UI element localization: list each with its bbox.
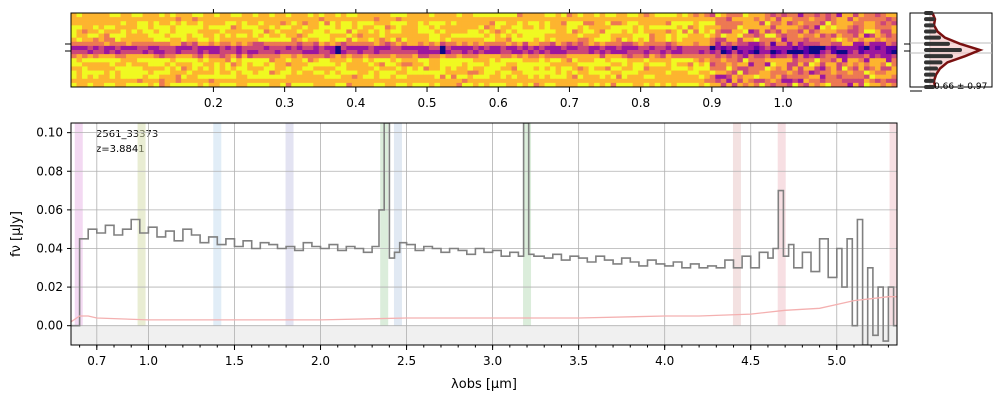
emission-line-band [732, 123, 741, 345]
zero-region [71, 325, 897, 345]
y-tick-label: 0.00 [36, 319, 63, 333]
x-axis-label: λobs [μm] [451, 377, 517, 392]
legend-redshift: z=3.8841 [96, 144, 145, 155]
emission-line-band [393, 123, 402, 345]
plot-area [71, 123, 897, 345]
x-tick-label: 3.5 [569, 354, 588, 368]
emission-line-band [285, 123, 294, 345]
x-tick-label: 3.0 [483, 354, 502, 368]
x-tick-label: 0.7 [87, 354, 106, 368]
y-tick-label: 0.10 [36, 126, 63, 140]
emission-line-band [74, 123, 83, 345]
x-tick-label-2d: 0.7 [560, 96, 579, 110]
y-axis-label: fν [μJy] [9, 211, 24, 257]
x-tick-label: 2.5 [397, 354, 416, 368]
y-tick-label: 0.06 [36, 203, 63, 217]
x-tick-label: 1.5 [225, 354, 244, 368]
legend-object-id: 2561_33373 [96, 129, 158, 140]
emission-line-band [380, 123, 389, 345]
2d-spectrum-panel: 0.2 0.3 0.4 0.5 0.6 0.7 0.8 0.9 1.0 [65, 9, 898, 110]
1d-spectrum-panel: λobs [μm] fν [μJy] 2561_33373 z=3.8841 0… [9, 122, 898, 392]
profile-annotation: 0.66 ± 0.97 [934, 82, 987, 92]
uncertainty-series-line [71, 296, 897, 323]
spatial-profile-panel: 0.66 ± 0.97 [904, 11, 993, 92]
x-tick-label: 2.0 [311, 354, 330, 368]
y-tick-label: 0.02 [36, 280, 63, 294]
y-tick-label: 0.04 [36, 241, 63, 255]
x-tick-label-2d: 0.3 [275, 96, 294, 110]
x-tick-label: 5.0 [827, 354, 846, 368]
x-tick-label-2d: 0.8 [631, 96, 650, 110]
x-tick-label: 4.0 [655, 354, 674, 368]
emission-line-band [889, 123, 897, 345]
2d-spectrum-pixels [71, 13, 898, 88]
x-tick-label-2d: 0.9 [702, 96, 721, 110]
y-tick-label: 0.08 [36, 164, 63, 178]
emission-line-band [523, 123, 532, 345]
x-tick-label-2d: 1.0 [774, 96, 793, 110]
x-tick-label: 1.0 [139, 354, 158, 368]
x-tick-label-2d: 0.5 [417, 96, 436, 110]
x-tick-label-2d: 0.2 [204, 96, 223, 110]
2d-spectrum-frame [70, 12, 898, 88]
x-tick-label-2d: 0.6 [489, 96, 508, 110]
x-tick-label-2d: 0.4 [346, 96, 365, 110]
flux-series-line [71, 123, 897, 345]
emission-line-band [137, 123, 146, 345]
x-tick-label: 4.5 [741, 354, 760, 368]
plot-frame [70, 122, 898, 346]
emission-line-band [777, 123, 786, 345]
emission-line-band [213, 123, 222, 345]
